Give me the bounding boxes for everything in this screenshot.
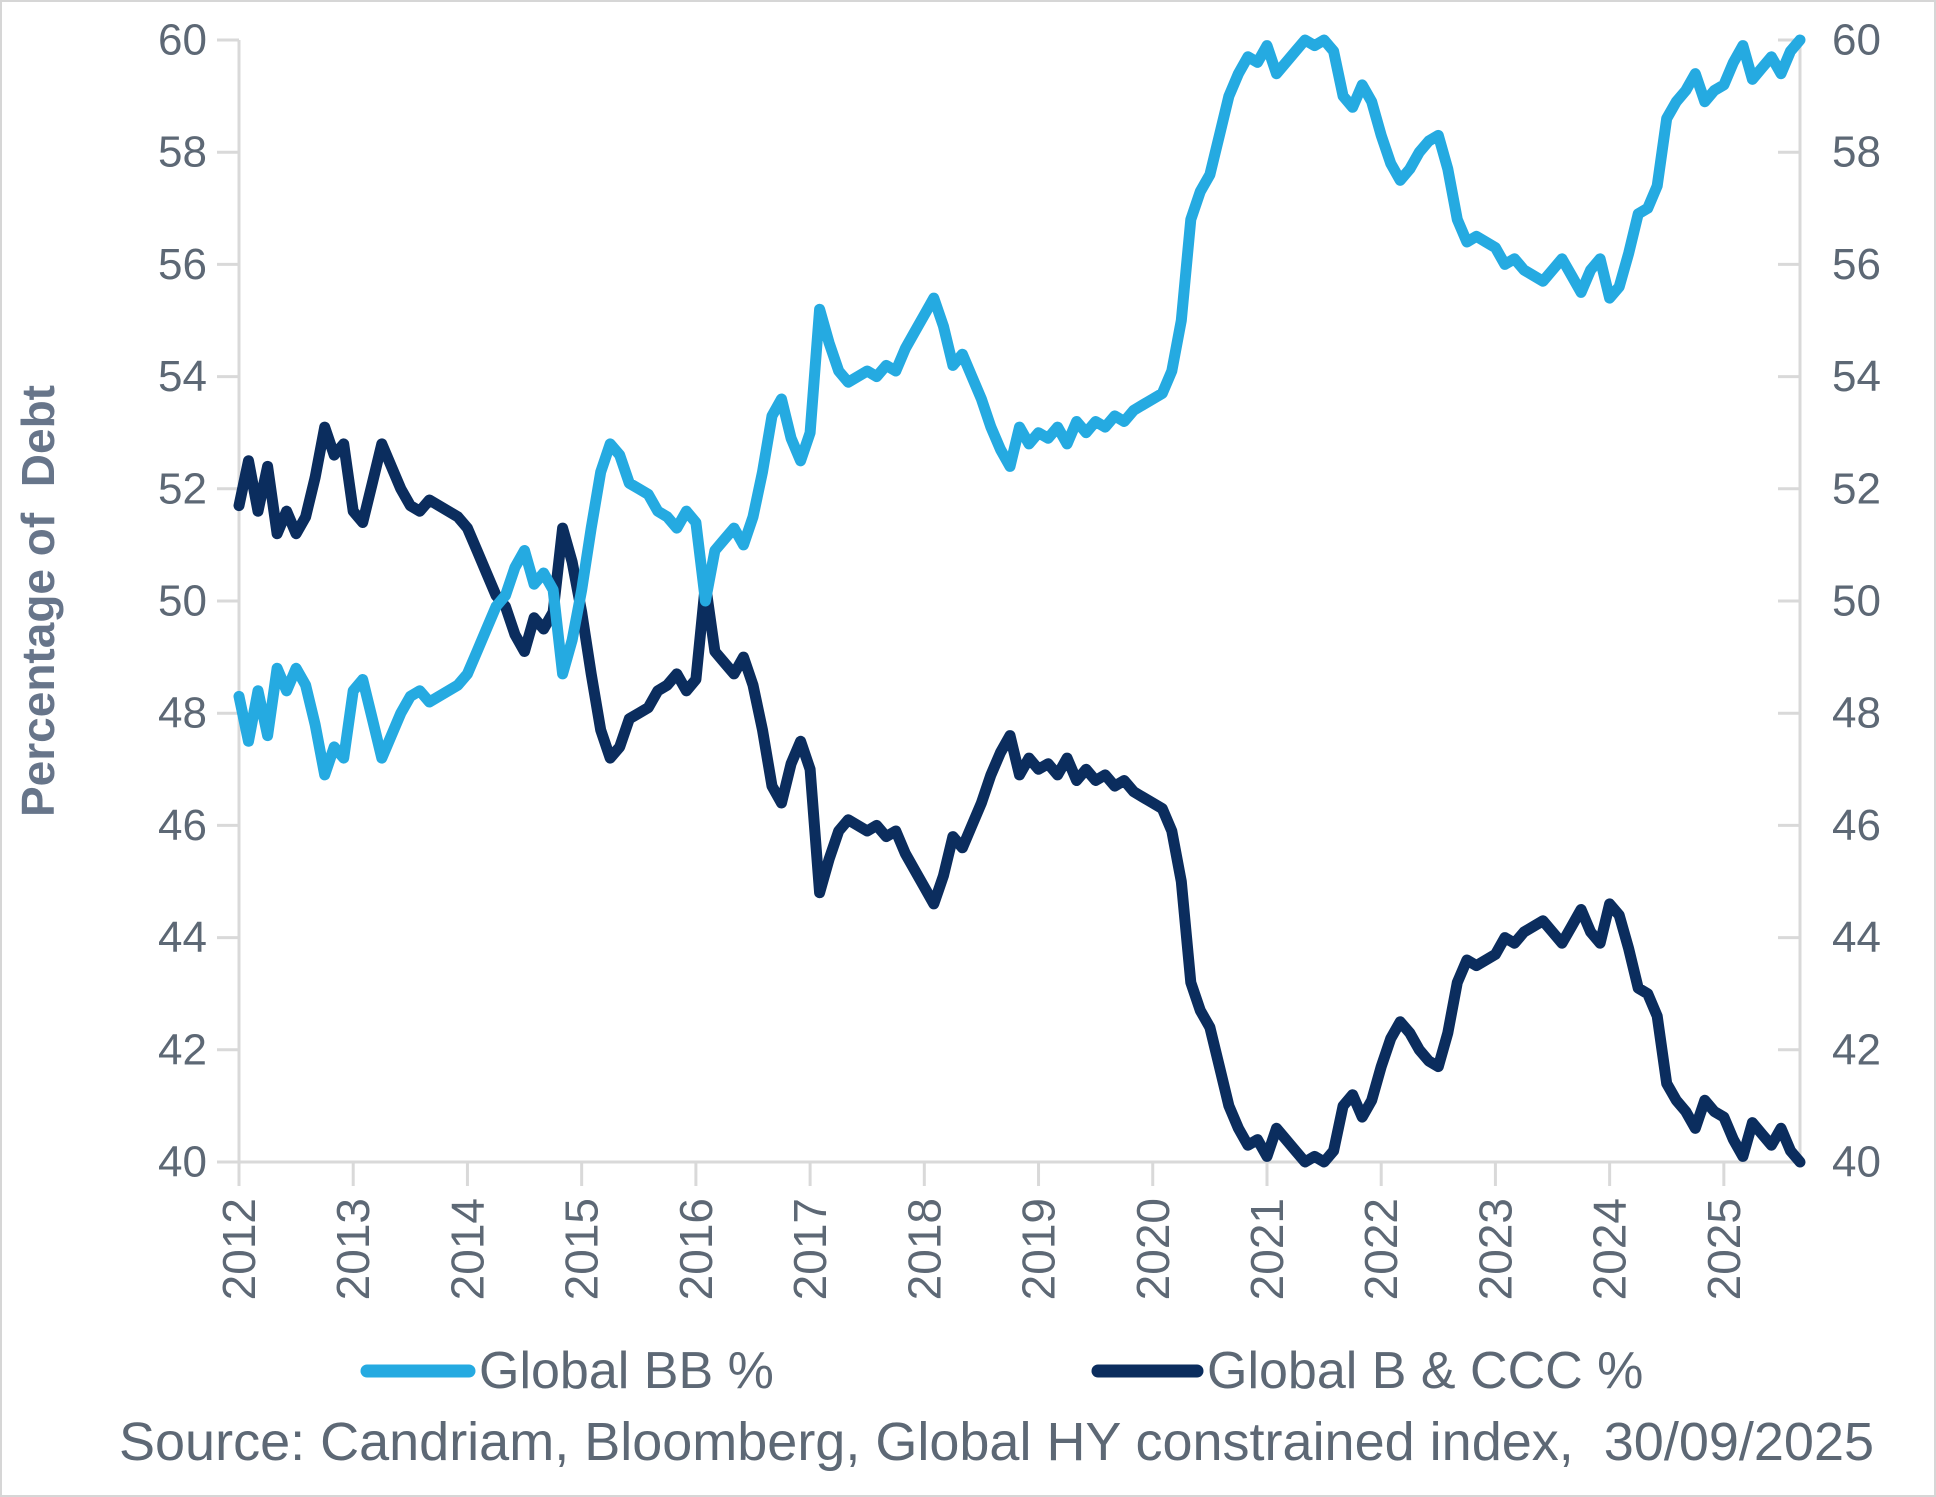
y-axis-tick-label-left: 52 — [158, 464, 207, 513]
y-axis-tick-label-left: 44 — [158, 913, 207, 962]
series-line-global-b-ccc — [233, 421, 1806, 1168]
x-axis-tick-label: 2021 — [1241, 1198, 1293, 1300]
y-axis-tick-label-right: 52 — [1832, 464, 1881, 513]
x-axis-tick-label: 2017 — [784, 1198, 836, 1300]
y-axis-tick-label-left: 40 — [158, 1138, 207, 1187]
y-axis-tick-label-right: 56 — [1832, 240, 1881, 289]
axes: 40 40 42 42 44 44 46 46 48 48 50 50 52 52 54 54 56 56 58 58… — [158, 16, 1881, 1301]
series-lines — [233, 34, 1806, 1168]
y-axis-tick-label-left: 48 — [158, 689, 207, 738]
y-axis-tick-label-left: 46 — [158, 801, 207, 850]
x-axis-tick-label: 2025 — [1698, 1198, 1750, 1300]
legend-label-global-bb: Global BB % — [479, 1342, 774, 1400]
x-axis-tick-label: 2024 — [1584, 1198, 1636, 1300]
x-axis-tick-label: 2022 — [1355, 1198, 1407, 1300]
x-axis-tick-label: 2020 — [1127, 1198, 1179, 1300]
legend-item-global-b-ccc: Global B & CCC % — [1091, 1342, 1643, 1400]
y-axis-tick-label-right: 40 — [1832, 1138, 1881, 1187]
y-axis-tick-label-right: 50 — [1832, 577, 1881, 626]
x-axis-tick-label: 2012 — [213, 1198, 265, 1300]
x-axis-tick-label: 2016 — [670, 1198, 722, 1300]
y-axis-tick-label-right: 44 — [1832, 913, 1881, 962]
y-axis-tick-label-left: 54 — [158, 352, 207, 401]
y-axis-tick-label-right: 54 — [1832, 352, 1881, 401]
y-axis-tick-label-right: 58 — [1832, 128, 1881, 177]
y-axis-tick-label-right: 48 — [1832, 689, 1881, 738]
y-axis-tick-label-left: 58 — [158, 128, 207, 177]
y-axis-tick-label-left: 50 — [158, 577, 207, 626]
x-axis-tick-label: 2019 — [1013, 1198, 1065, 1300]
x-axis-tick-label: 2014 — [441, 1198, 493, 1300]
legend: Global BB % Global B & CCC % — [360, 1342, 1643, 1400]
y-axis-tick-label-right: 60 — [1832, 16, 1881, 65]
y-axis-tick-label-left: 56 — [158, 240, 207, 289]
legend-label-global-b-ccc: Global B & CCC % — [1207, 1342, 1643, 1400]
y-axis-tick-label-right: 42 — [1832, 1025, 1881, 1074]
y-axis-title: Percentage of Debt — [12, 385, 64, 817]
y-axis-tick-label-left: 42 — [158, 1025, 207, 1074]
x-axis-tick-label: 2013 — [327, 1198, 379, 1300]
y-axis-tick-label-right: 46 — [1832, 801, 1881, 850]
x-axis-tick-label: 2018 — [898, 1198, 950, 1300]
x-axis-tick-label: 2015 — [556, 1198, 608, 1300]
series-line-global-bb — [233, 34, 1806, 781]
legend-item-global-bb: Global BB % — [360, 1342, 774, 1400]
x-axis-tick-label: 2023 — [1469, 1198, 1521, 1300]
source-caption: Source: Candriam, Bloomberg, Global HY c… — [119, 1412, 1874, 1472]
y-axis-tick-label-left: 60 — [158, 16, 207, 65]
